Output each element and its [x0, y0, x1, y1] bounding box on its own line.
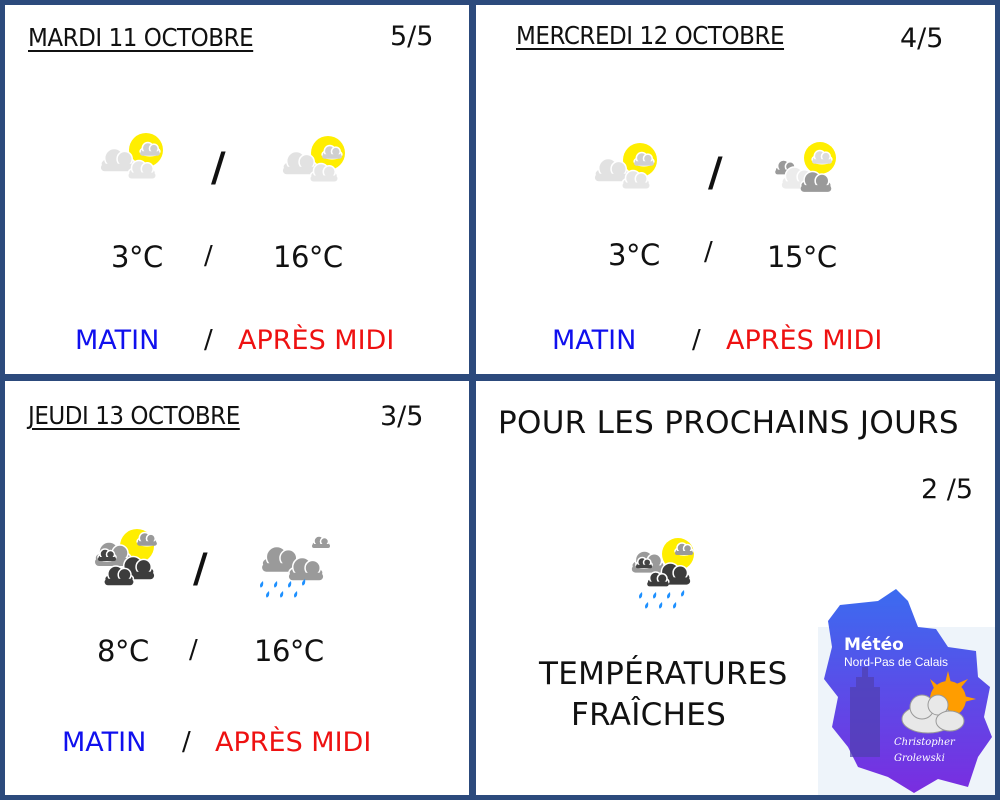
day-score: 5/5 [390, 21, 434, 52]
day-score: 4/5 [900, 23, 944, 54]
logo-subtitle: Nord-Pas de Calais [844, 655, 948, 669]
day-title: MARDI 11 OCTOBRE [28, 23, 254, 52]
meteo-logo: Météo Nord-Pas de Calais Christopher Gro… [818, 589, 995, 795]
temp-separator: / [189, 635, 198, 665]
afternoon-weather-icon [774, 142, 836, 193]
afternoon-label: APRÈS MIDI [726, 325, 883, 356]
day-score: 3/5 [380, 401, 424, 432]
morning-temp: 3°C [608, 238, 660, 272]
outlook-line-2: FRAÎCHES [571, 697, 727, 733]
day-panel-3: JEUDI 13 OCTOBRE 3/5 / 8°C / 16°C MATIN … [5, 381, 469, 795]
logo-author-2: Grolewski [894, 753, 945, 764]
label-separator: / [692, 325, 701, 355]
afternoon-weather-icon [282, 136, 345, 183]
temp-separator: / [704, 237, 713, 267]
icon-separator: / [211, 145, 226, 191]
label-separator: / [204, 325, 213, 355]
icon-separator: / [193, 546, 208, 592]
morning-temp: 8°C [97, 634, 149, 668]
morning-weather-icon [594, 143, 657, 190]
temp-separator: / [204, 241, 213, 271]
outlook-score: 2 /5 [921, 474, 974, 505]
morning-label: MATIN [552, 325, 637, 356]
afternoon-label: APRÈS MIDI [215, 727, 372, 758]
morning-temp: 3°C [111, 240, 163, 274]
day-panel-2: MERCREDI 12 OCTOBRE 4/5 / 3°C / 15°C MAT… [476, 5, 995, 374]
day-title: JEUDI 13 OCTOBRE [28, 401, 240, 430]
label-separator: / [182, 727, 191, 757]
afternoon-temp: 16°C [273, 240, 343, 274]
outlook-line-1: TEMPÉRATURES [539, 656, 788, 692]
morning-weather-icon [100, 133, 163, 180]
afternoon-temp: 15°C [767, 240, 837, 274]
day-title: MERCREDI 12 OCTOBRE [516, 21, 785, 50]
icon-separator: / [708, 150, 723, 196]
outlook-weather-icon [631, 538, 694, 609]
outlook-panel: POUR LES PROCHAINS JOURS 2 /5 TEMPÉRATUR… [476, 381, 995, 795]
morning-weather-icon [94, 529, 158, 586]
afternoon-weather-icon [259, 535, 331, 598]
outlook-title: POUR LES PROCHAINS JOURS [498, 405, 959, 441]
logo-author-1: Christopher [894, 737, 956, 748]
morning-label: MATIN [62, 727, 147, 758]
day-panel-1: MARDI 11 OCTOBRE 5/5 / 3°C / 16°C MATIN … [5, 5, 469, 374]
afternoon-temp: 16°C [254, 634, 324, 668]
logo-title: Météo [844, 635, 904, 655]
morning-label: MATIN [75, 325, 160, 356]
afternoon-label: APRÈS MIDI [238, 325, 395, 356]
